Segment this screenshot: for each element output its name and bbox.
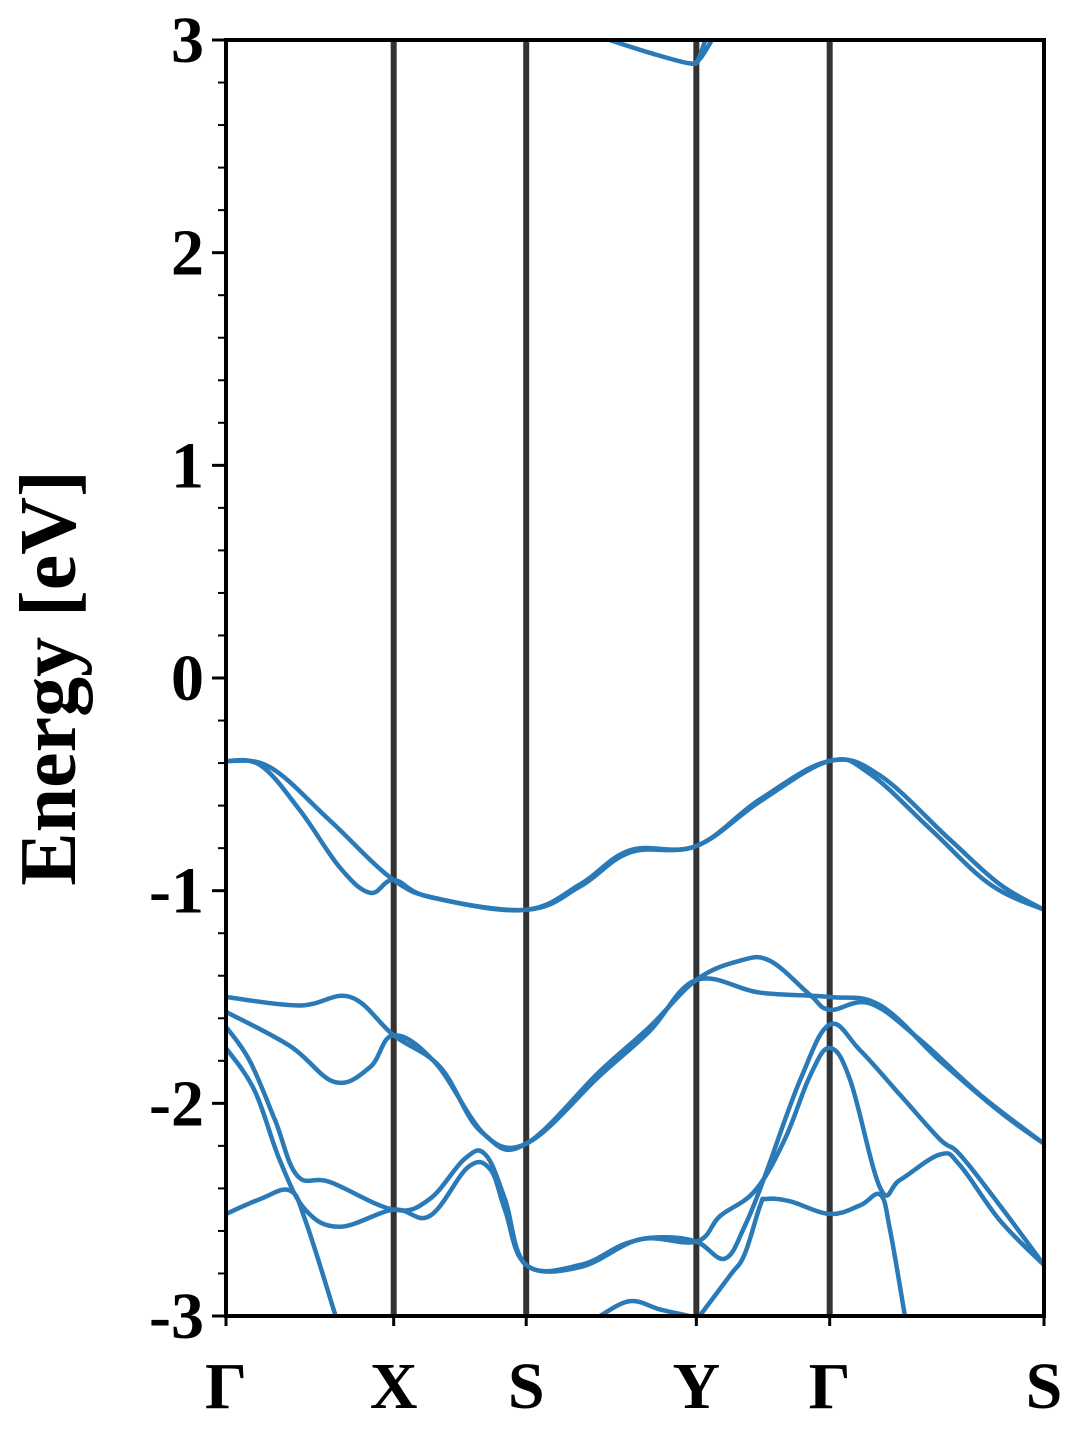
band-line: [598, 1298, 691, 1316]
y-tick-label: -2: [149, 1067, 204, 1140]
plot-frame: [224, 38, 1046, 1318]
x-tick-label: S: [508, 1350, 545, 1423]
band-line: [226, 1187, 338, 1316]
band-line: [226, 1045, 1044, 1274]
x-tick-label: S: [1026, 1350, 1063, 1423]
band-line: [226, 954, 1044, 1153]
x-tick-label: Γ: [205, 1350, 247, 1423]
y-tick-label: -3: [149, 1280, 204, 1353]
band-line: [697, 1191, 908, 1316]
y-axis: 3 2 1 0 -1 -2 -3: [149, 4, 226, 1353]
y-tick-label: 1: [171, 429, 204, 502]
y-tick-label: -1: [149, 855, 204, 928]
y-axis-label: Energy [eV]: [5, 470, 93, 885]
band-line: [226, 976, 1044, 1151]
y-tick-label: 2: [171, 217, 204, 290]
x-tick-label: X: [370, 1350, 418, 1423]
y-tick-label: 3: [171, 4, 204, 77]
x-tick-label: Y: [673, 1350, 721, 1423]
y-tick-label: 0: [171, 642, 204, 715]
bands: [226, 40, 1044, 1316]
band-line: [608, 40, 714, 67]
band-line: [226, 756, 1044, 913]
x-tick-label: Γ: [809, 1350, 851, 1423]
band-line: [689, 40, 708, 67]
band-line: [226, 757, 1044, 913]
high-symmetry-lines: [390, 40, 833, 1316]
band-line: [226, 1021, 1044, 1274]
